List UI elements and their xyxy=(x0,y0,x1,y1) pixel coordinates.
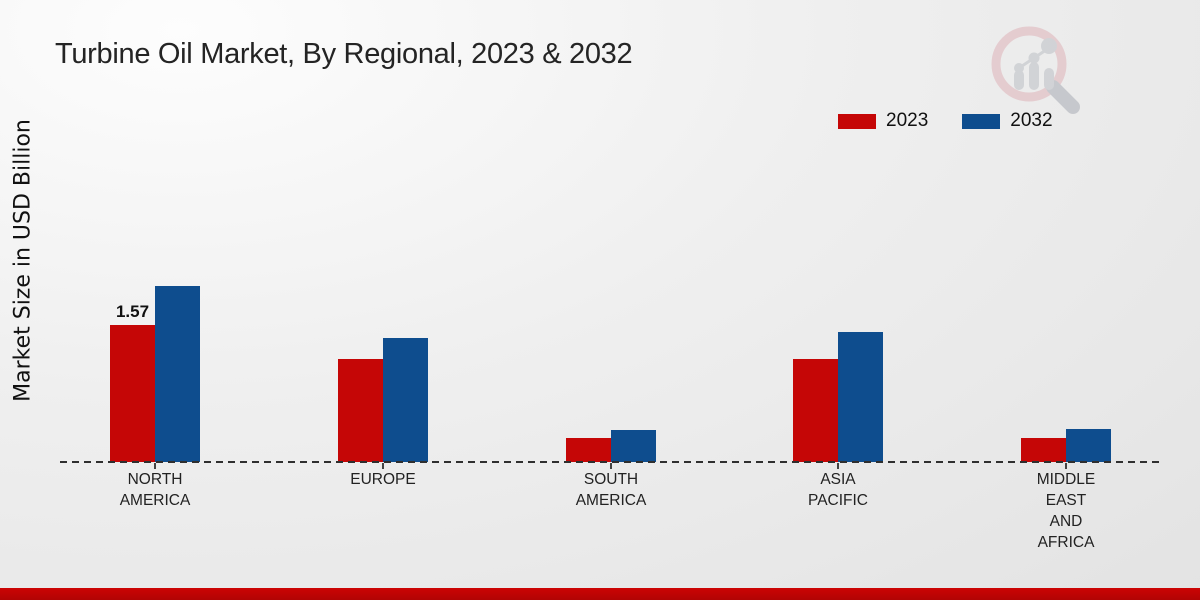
legend-item-2023: 2023 xyxy=(838,110,928,132)
bar-value-annotation: 1.57 xyxy=(115,302,150,321)
bar-2032-cat4 xyxy=(1066,429,1111,462)
x-tick-cat2 xyxy=(610,463,612,469)
bar-2032-cat3 xyxy=(838,332,883,462)
x-tick-cat3 xyxy=(837,463,839,469)
x-axis-baseline xyxy=(60,461,1164,463)
bar-2023-cat3 xyxy=(793,359,838,462)
x-category-label-cat3: ASIA PACIFIC xyxy=(808,471,868,509)
bar-2032-cat2 xyxy=(611,430,656,462)
legend-swatch-2032 xyxy=(962,113,1001,129)
x-category-label-cat4: MIDDLE EAST AND AFRICA xyxy=(1036,471,1096,551)
legend: 2023 2032 xyxy=(838,110,1053,132)
x-category-label-cat2: SOUTH AMERICA xyxy=(575,471,647,509)
bar-2023-cat0 xyxy=(110,325,155,462)
legend-swatch-2023 xyxy=(838,113,876,129)
bar-2032-cat0 xyxy=(155,286,200,462)
bar-2023-cat1 xyxy=(338,359,383,462)
magnifier-bar-chart-logo-icon xyxy=(991,26,1080,114)
chart-title: Turbine Oil Market, By Regional, 2023 & … xyxy=(55,38,633,70)
x-tick-cat4 xyxy=(1065,463,1067,469)
bar-2023-cat4 xyxy=(1021,438,1066,462)
legend-label-2023: 2023 xyxy=(886,110,929,131)
bar-2023-cat2 xyxy=(566,438,611,462)
x-category-label-cat0: NORTH AMERICA xyxy=(119,471,191,509)
footer-accent-bar xyxy=(0,588,1200,600)
bar-2032-cat1 xyxy=(383,338,428,462)
x-category-label-cat1: EUROPE xyxy=(350,471,416,488)
legend-item-2032: 2032 xyxy=(962,110,1053,132)
x-tick-cat0 xyxy=(154,463,156,469)
legend-label-2032: 2032 xyxy=(1010,110,1053,131)
x-tick-cat1 xyxy=(382,463,384,469)
